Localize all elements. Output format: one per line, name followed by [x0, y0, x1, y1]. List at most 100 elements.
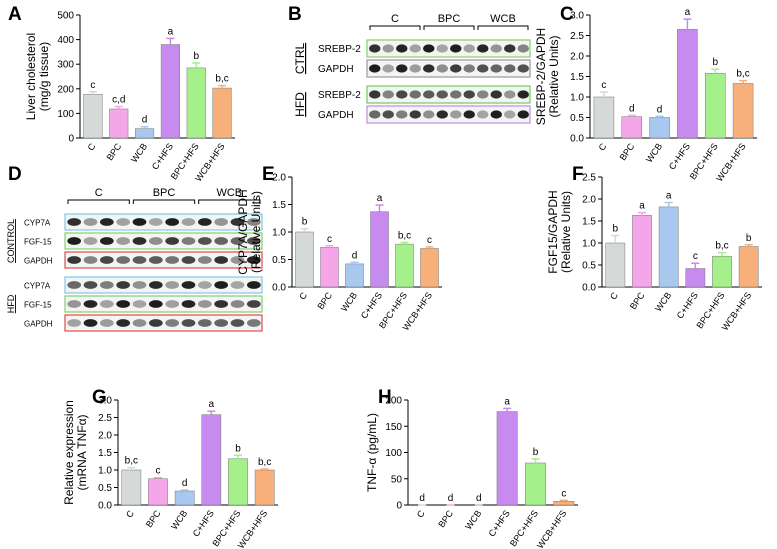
y-tick-label: 0.0: [98, 501, 112, 512]
y-tick-label: 500: [57, 11, 74, 22]
band: [83, 218, 98, 226]
band: [409, 64, 421, 73]
group-bracket: [369, 25, 421, 30]
y-tick-label: 3.0: [98, 396, 112, 407]
band: [132, 319, 147, 327]
y-axis-label: Relative expression: [62, 400, 76, 505]
bar: [712, 255, 732, 288]
significance-label: b: [302, 217, 308, 228]
band: [165, 300, 180, 308]
band: [517, 90, 529, 99]
band: [423, 110, 435, 119]
significance-label: b: [712, 57, 718, 68]
band: [246, 281, 261, 289]
bar: [212, 87, 232, 139]
significance-label: a: [209, 399, 215, 410]
y-tick-label: 0.5: [98, 483, 112, 494]
significance-label: d: [419, 493, 425, 504]
band: [67, 218, 82, 226]
row-label: GAPDH: [318, 110, 354, 121]
bar: [677, 29, 698, 139]
band: [382, 44, 394, 53]
band: [396, 44, 408, 53]
bar: [254, 469, 275, 506]
significance-label: a: [168, 26, 174, 37]
panel-label: G: [92, 387, 107, 408]
band: [148, 281, 163, 289]
band: [436, 64, 448, 73]
row-label: FGF-15: [24, 301, 52, 310]
band: [517, 64, 529, 73]
blot-frame: [366, 85, 531, 104]
significance-label: d: [142, 115, 148, 126]
band: [197, 237, 212, 245]
band: [450, 44, 462, 53]
row-label: CYP7A: [24, 282, 51, 291]
band: [382, 110, 394, 119]
band: [230, 319, 245, 327]
band: [181, 300, 196, 308]
significance-label: c: [693, 251, 698, 262]
x-tick-label: WCB: [644, 141, 664, 164]
band: [181, 256, 196, 264]
bar: [496, 411, 518, 506]
y-axis-label: (Relative Units): [559, 191, 573, 273]
band: [230, 237, 245, 245]
y-tick-label: 2.5: [582, 173, 596, 184]
y-tick-label: 1.0: [98, 466, 112, 477]
significance-label: c: [90, 80, 95, 91]
band: [490, 44, 502, 53]
band: [246, 218, 261, 226]
band: [230, 256, 245, 264]
y-tick-label: 0.0: [272, 283, 286, 294]
band: [148, 300, 163, 308]
significance-label: d: [352, 250, 358, 261]
blot-frame: [366, 39, 531, 58]
band: [83, 256, 98, 264]
band: [230, 281, 245, 289]
band: [148, 256, 163, 264]
band: [165, 256, 180, 264]
bar: [345, 263, 364, 288]
bar: [605, 242, 626, 288]
bar: [186, 67, 206, 139]
significance-label: c: [327, 234, 332, 245]
y-axis-label: (Relative Units): [547, 35, 561, 117]
band: [246, 256, 261, 264]
band: [132, 237, 147, 245]
x-tick-label: C: [415, 508, 427, 519]
band: [116, 319, 131, 327]
x-tick-label: C: [124, 508, 136, 519]
band: [477, 44, 489, 53]
band: [132, 256, 147, 264]
x-tick-label: WCB: [339, 290, 359, 313]
significance-label: b,c: [736, 69, 749, 80]
panel-label: E: [262, 164, 275, 185]
y-tick-label: 1.5: [98, 448, 112, 459]
significance-label: b: [746, 233, 752, 244]
band: [463, 44, 475, 53]
band: [197, 256, 212, 264]
band: [83, 300, 98, 308]
band: [490, 110, 502, 119]
y-axis-label: TNF-α (pg/mL): [365, 413, 379, 492]
band: [396, 110, 408, 119]
band: [99, 256, 114, 264]
x-tick-label: C: [608, 290, 620, 301]
y-tick-label: 2.0: [582, 195, 596, 206]
band: [504, 90, 516, 99]
band: [165, 281, 180, 289]
y-tick-label: 50: [391, 474, 403, 485]
blot-frame: [64, 276, 263, 294]
bar: [174, 490, 195, 506]
row-label: GAPDH: [24, 257, 53, 266]
bar: [370, 211, 389, 288]
x-tick-label: C+HFS: [191, 508, 216, 538]
band: [463, 64, 475, 73]
panel-label: A: [8, 4, 22, 25]
y-axis-label: Liver cholesterol: [24, 33, 38, 120]
band: [490, 90, 502, 99]
bar: [320, 247, 339, 288]
band: [450, 110, 462, 119]
band: [116, 256, 131, 264]
